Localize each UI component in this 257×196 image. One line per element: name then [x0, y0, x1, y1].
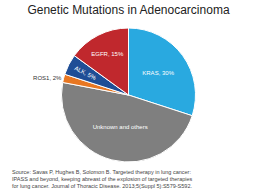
svg-text:EGFR, 15%: EGFR, 15%: [91, 51, 124, 57]
svg-text:Genetic Mutations in Adenocarc: Genetic Mutations in Adenocarcinoma: [27, 3, 229, 17]
svg-text:ROS1, 2%: ROS1, 2%: [33, 75, 62, 81]
svg-text:Unknown and others: Unknown and others: [93, 124, 148, 130]
svg-text:KRAS, 30%: KRAS, 30%: [142, 70, 174, 76]
svg-text:Source: Savas P, Hughes B, Sol: Source: Savas P, Hughes B, Solomon B. Ta…: [12, 169, 193, 189]
